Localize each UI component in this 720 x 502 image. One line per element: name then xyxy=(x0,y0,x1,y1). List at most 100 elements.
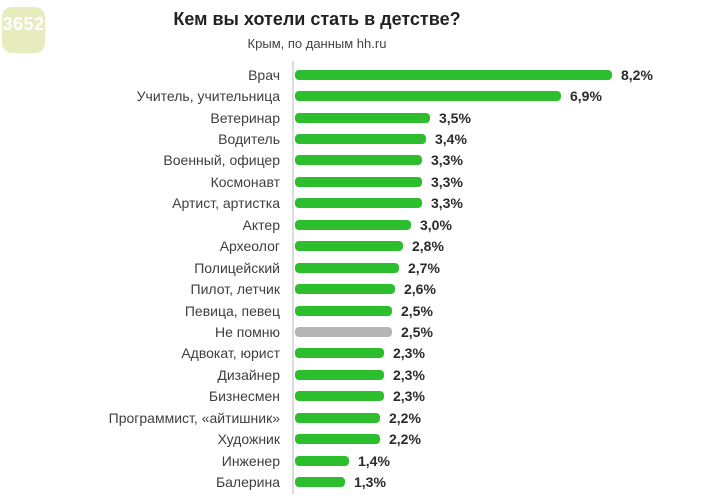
bar xyxy=(295,241,403,252)
value-label: 2,5% xyxy=(401,323,433,340)
chart-row: Адвокат, юрист 2,3% xyxy=(0,343,720,364)
bar-track: 3,3% xyxy=(295,174,463,190)
chart-row: Дизайнер 2,3% xyxy=(0,364,720,385)
bar xyxy=(295,91,561,102)
bar-track: 2,2% xyxy=(295,410,421,426)
chart-row: Археолог 2,8% xyxy=(0,236,720,257)
value-label: 2,2% xyxy=(389,431,421,448)
bar-track: 8,2% xyxy=(295,67,653,83)
category-label: Полицейский xyxy=(194,259,280,276)
watermark-badge: 3652 xyxy=(2,7,45,53)
chart-row: Учитель, учительница 6,9% xyxy=(0,85,720,106)
value-label: 3,4% xyxy=(435,131,467,148)
bar-track: 3,4% xyxy=(295,131,467,147)
value-label: 3,0% xyxy=(420,216,452,233)
value-label: 6,9% xyxy=(570,88,602,105)
value-label: 2,7% xyxy=(408,259,440,276)
value-label: 2,2% xyxy=(389,409,421,426)
bar xyxy=(295,391,384,402)
bar xyxy=(295,305,392,316)
watermark-badge-label: 3652 xyxy=(2,14,45,34)
bar xyxy=(295,326,392,337)
chart-row: Водитель 3,4% xyxy=(0,128,720,149)
category-label: Ветеринар xyxy=(210,109,280,126)
bar-track: 3,5% xyxy=(295,110,471,126)
chart-row: Врач 8,2% xyxy=(0,64,720,85)
bar xyxy=(295,477,345,488)
bar xyxy=(295,455,349,466)
chart-row: Пилот, летчик 2,6% xyxy=(0,278,720,299)
chart-row: Артист, артистка 3,3% xyxy=(0,193,720,214)
bar-track: 2,5% xyxy=(295,324,433,340)
chart-row: Инженер 1,4% xyxy=(0,450,720,471)
category-label: Врач xyxy=(248,66,280,83)
value-label: 2,8% xyxy=(412,238,444,255)
bar-track: 1,4% xyxy=(295,453,390,469)
category-label: Актер xyxy=(242,216,280,233)
category-label: Программист, «айтишник» xyxy=(108,409,280,426)
chart-subtitle: Крым, по данным hh.ru xyxy=(247,35,387,51)
bar-track: 3,3% xyxy=(295,152,463,168)
category-label: Артист, артистка xyxy=(172,195,280,212)
bar-track: 2,7% xyxy=(295,260,440,276)
chart-row: Художник 2,2% xyxy=(0,428,720,449)
category-label: Учитель, учительница xyxy=(136,88,280,105)
category-label: Военный, офицер xyxy=(163,152,280,169)
bar xyxy=(295,198,422,209)
value-label: 3,5% xyxy=(439,109,471,126)
chart-row: Программист, «айтишник» 2,2% xyxy=(0,407,720,428)
value-label: 2,5% xyxy=(401,302,433,319)
bar xyxy=(295,369,384,380)
category-label: Дизайнер xyxy=(217,366,280,383)
category-label: Космонавт xyxy=(210,173,280,190)
bar xyxy=(295,219,411,230)
bar-track: 2,5% xyxy=(295,303,433,319)
value-label: 1,3% xyxy=(354,474,386,491)
value-label: 3,3% xyxy=(431,152,463,169)
bar-track: 2,8% xyxy=(295,238,444,254)
category-label: Балерина xyxy=(215,474,280,491)
bar xyxy=(295,412,380,423)
category-label: Пилот, летчик xyxy=(190,281,280,298)
bar-track: 3,3% xyxy=(295,195,463,211)
chart-row: Певица, певец 2,5% xyxy=(0,300,720,321)
value-label: 8,2% xyxy=(621,66,653,83)
chart-row: Ветеринар 3,5% xyxy=(0,107,720,128)
category-label: Адвокат, юрист xyxy=(181,345,280,362)
bar xyxy=(295,69,612,80)
chart-row: Космонавт 3,3% xyxy=(0,171,720,192)
category-label: Певица, певец xyxy=(184,302,280,319)
bar-track: 2,6% xyxy=(295,281,436,297)
bar-track: 6,9% xyxy=(295,88,602,104)
category-label: Не помню xyxy=(214,323,280,340)
chart-row: Актер 3,0% xyxy=(0,214,720,235)
value-label: 3,3% xyxy=(431,173,463,190)
bar-track: 2,2% xyxy=(295,431,421,447)
bar xyxy=(295,112,430,123)
chart-row: Бизнесмен 2,3% xyxy=(0,386,720,407)
chart-row: Военный, офицер 3,3% xyxy=(0,150,720,171)
bar xyxy=(295,176,422,187)
value-label: 2,3% xyxy=(393,388,425,405)
category-label: Инженер xyxy=(221,452,280,469)
bar xyxy=(295,134,426,145)
bar xyxy=(295,348,384,359)
value-label: 2,6% xyxy=(404,281,436,298)
chart-row: Балерина 1,3% xyxy=(0,471,720,492)
value-label: 2,3% xyxy=(393,345,425,362)
chart-title: Кем вы хотели стать в детстве? xyxy=(173,9,461,29)
axis-baseline xyxy=(292,61,294,494)
category-label: Водитель xyxy=(218,131,280,148)
bar-chart: Врач 8,2% Учитель, учительница 6,9% Вете… xyxy=(0,61,720,494)
chart-header: Кем вы хотели стать в детстве? Крым, по … xyxy=(0,9,634,51)
bar xyxy=(295,262,399,273)
category-label: Бизнесмен xyxy=(208,388,280,405)
bar-track: 1,3% xyxy=(295,474,386,490)
chart-row: Не помню 2,5% xyxy=(0,321,720,342)
category-label: Художник xyxy=(217,431,280,448)
bar-track: 2,3% xyxy=(295,388,425,404)
bar-track: 2,3% xyxy=(295,345,425,361)
chart-rows: Врач 8,2% Учитель, учительница 6,9% Вете… xyxy=(0,64,720,493)
value-label: 1,4% xyxy=(358,452,390,469)
category-label: Археолог xyxy=(219,238,280,255)
